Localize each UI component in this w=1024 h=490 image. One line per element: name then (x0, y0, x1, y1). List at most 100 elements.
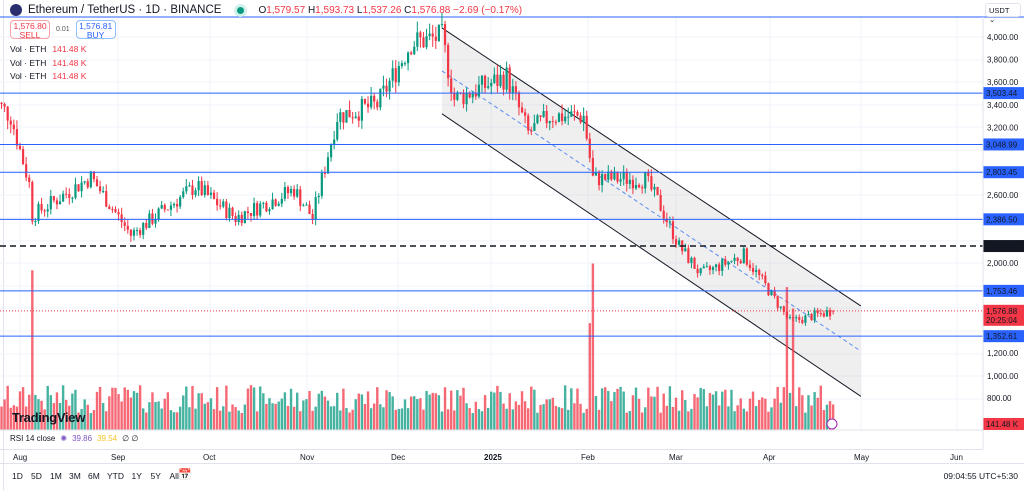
volume-bar (160, 408, 163, 430)
volume-legend[interactable]: Vol · ETH 141.48 K (10, 58, 87, 68)
candle-body (431, 33, 434, 37)
volume-bar (533, 389, 536, 430)
volume-bar (585, 408, 588, 430)
volume-bar (650, 396, 653, 430)
range-button-1m[interactable]: 1M (50, 471, 62, 481)
volume-bar (209, 398, 213, 430)
volume-bar (828, 401, 832, 430)
candle-body (12, 124, 15, 130)
candle-body (573, 111, 576, 113)
price-tick: 3,200.00 (987, 123, 1019, 132)
candle-body (659, 195, 662, 211)
volume-bar (483, 395, 487, 430)
candle-body (619, 179, 622, 182)
candle-body (166, 209, 169, 211)
candle-body (102, 191, 105, 193)
candle-body (182, 191, 185, 198)
range-button-all[interactable]: All (169, 471, 179, 481)
volume-bar (111, 387, 114, 430)
volume-bar (619, 386, 622, 430)
volume-bar (246, 388, 250, 430)
calendar-icon[interactable]: 📅 (178, 469, 192, 481)
price-chart[interactable]: 3,503.44 3,048.99 2,803.45 2,386.50 1,753.46… (0, 0, 1024, 449)
candle-body (465, 92, 468, 105)
tradingview-logo: TradingView (12, 410, 86, 425)
symbol-title[interactable]: Ethereum / TetherUS · 1D · BINANCE (28, 4, 222, 16)
volume-bar (212, 409, 216, 430)
volume-bar (339, 410, 342, 430)
candle-body (825, 310, 829, 317)
candle-body (40, 203, 43, 211)
volume-bar (634, 387, 638, 430)
candle-body (733, 257, 736, 261)
volume-bar (163, 398, 166, 430)
volume-bar (425, 390, 428, 430)
candle-body (142, 222, 145, 235)
volume-bar (604, 387, 607, 430)
candle-body (46, 209, 49, 212)
candle-body (622, 172, 625, 180)
volume-bar (613, 391, 616, 430)
range-button-5d[interactable]: 5D (31, 471, 42, 481)
range-button-6m[interactable]: 6M (88, 471, 100, 481)
level-label-bg (983, 166, 1024, 179)
volume-bar (154, 402, 157, 430)
candle-body (665, 218, 668, 223)
candle-body (634, 184, 638, 189)
volume-bar (117, 394, 120, 430)
candle-body (114, 209, 117, 213)
rsi-settings-icon[interactable]: ✺ (60, 434, 68, 443)
ohlc-values: O1,579.57 H1,593.73 L1,537.26 C1,576.88 … (258, 4, 523, 16)
volume-bar (326, 400, 330, 430)
candle-body (18, 145, 22, 150)
range-bar: 📅 09:04:55 UTC+5:30 1D 5D 1M 3M 6M YTD 1Y 5Y All (0, 463, 1024, 487)
candle-body (268, 209, 271, 212)
buy-button[interactable]: 1,576.81 BUY (75, 20, 116, 40)
candle-body (644, 172, 647, 189)
volume-bar (345, 407, 348, 430)
sell-button[interactable]: 1,576.80 SELL (10, 20, 50, 40)
candle-body (259, 203, 262, 216)
volume-bar (477, 409, 481, 430)
volume-bar (736, 405, 739, 430)
candle-body (154, 219, 157, 224)
volume-bar (499, 391, 502, 430)
volume-bar (252, 387, 256, 430)
volume-bar (178, 406, 182, 430)
candle-body (132, 230, 136, 236)
candle-body (243, 211, 246, 224)
candle-body (92, 171, 96, 180)
volume-bar (409, 396, 413, 430)
candle-body (305, 204, 308, 206)
volume-bar (286, 405, 290, 430)
volume-bar (711, 394, 715, 430)
range-button-ytd[interactable]: YTD (107, 471, 124, 481)
candle-body (191, 185, 194, 196)
candle-body (262, 202, 265, 204)
range-button-5y[interactable]: 5Y (150, 471, 161, 481)
volume-legend[interactable]: Vol · ETH 141.48 K (10, 44, 87, 54)
volume-bar (798, 387, 801, 430)
date-axis[interactable]: Aug Sep Oct Nov Dec 2025 Feb Mar Apr May Jun (0, 449, 983, 463)
candle-body (111, 209, 114, 211)
candle-body (490, 82, 493, 87)
volume-bar (582, 412, 585, 430)
range-button-3m[interactable]: 3M (69, 471, 81, 481)
clock[interactable]: 09:04:55 UTC+5:30 (943, 471, 1018, 481)
rsi-legend[interactable]: RSI 14 close ✺ 39.86 39.54 ∅ ∅ (10, 434, 139, 443)
volume-bar (724, 389, 727, 430)
range-button-1d[interactable]: 1D (12, 471, 23, 481)
volume-bar (126, 389, 129, 430)
range-button-1y[interactable]: 1Y (131, 471, 142, 481)
volume-bar (249, 385, 253, 430)
volume-bar (135, 392, 139, 430)
currency-select[interactable]: USDT ⌄ (985, 3, 1021, 24)
candle-body (440, 24, 444, 26)
volume-bar (493, 392, 496, 430)
volume-bar (739, 398, 742, 430)
volume-legend[interactable]: Vol · ETH 141.48 K (10, 71, 87, 81)
candle-body (576, 112, 579, 116)
candle-body (511, 86, 514, 94)
candle-body (714, 264, 718, 268)
candle-body (450, 78, 453, 93)
